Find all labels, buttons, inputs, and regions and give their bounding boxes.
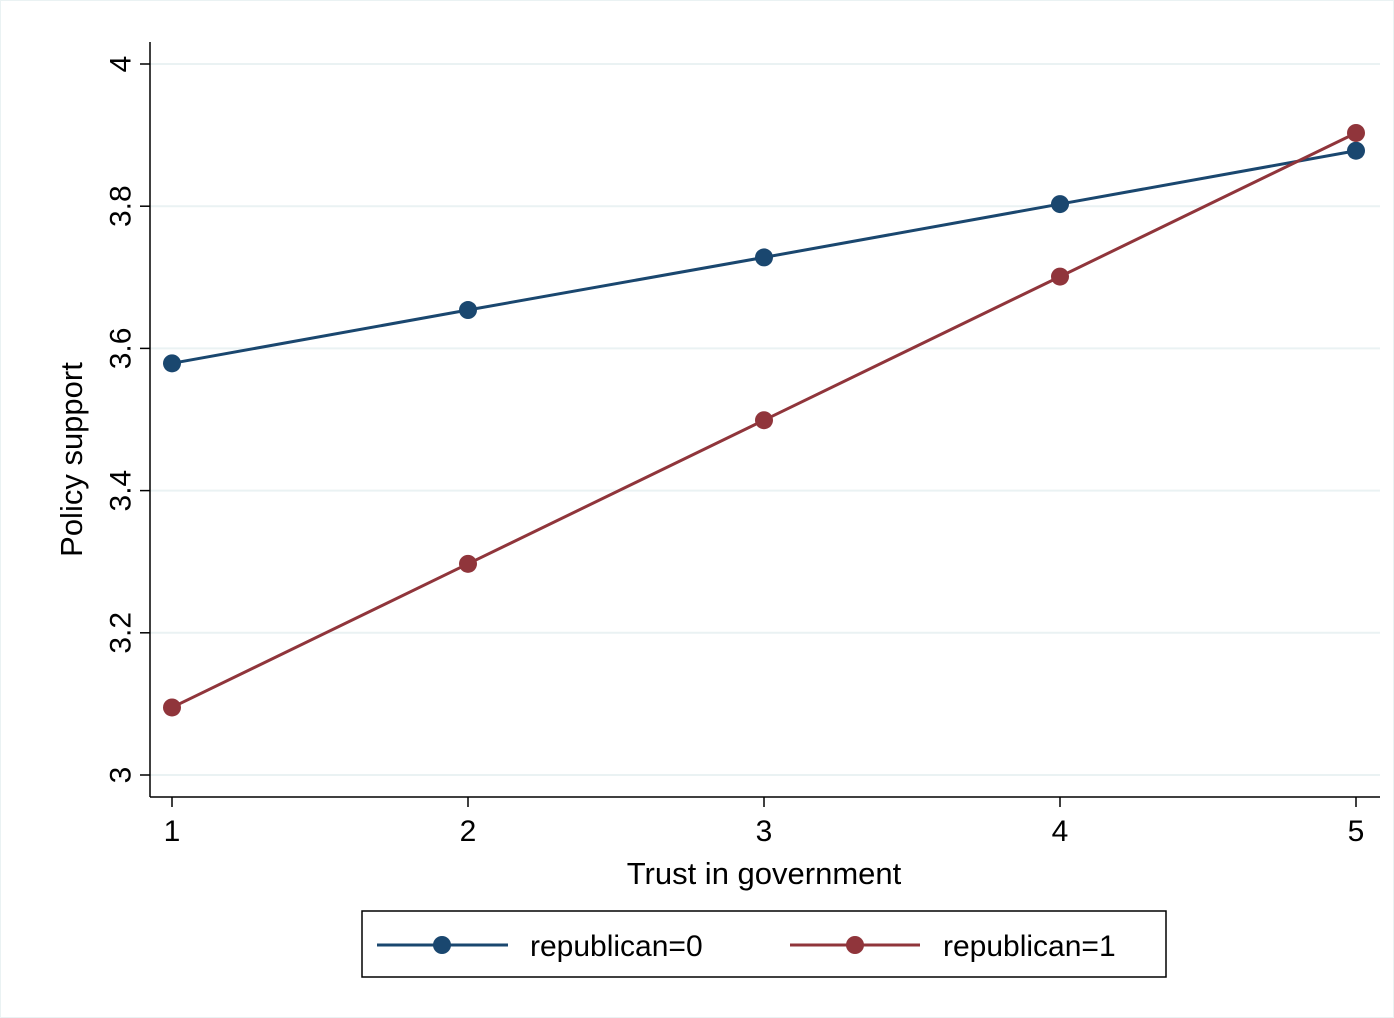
axes: 3 3.2 3.4 3.6 3.8 4 1 2 3 4 5 <box>105 42 1380 848</box>
data-point <box>459 554 477 573</box>
gridlines <box>150 63 1380 776</box>
x-tick-label: 5 <box>1348 815 1365 848</box>
y-axis-title: Policy support <box>54 362 89 557</box>
data-point <box>1347 141 1365 160</box>
data-point <box>1051 267 1069 286</box>
y-tick-label: 3.8 <box>105 185 138 227</box>
data-point <box>459 301 477 320</box>
series-republican=0 <box>163 141 1365 373</box>
legend: republican=0 republican=1 <box>361 910 1167 978</box>
x-tick-label: 1 <box>164 815 181 848</box>
data-point <box>163 698 181 717</box>
data-point <box>755 411 773 430</box>
x-tick-label: 4 <box>1052 815 1069 848</box>
legend-label: republican=1 <box>943 930 1116 963</box>
x-tick-label: 3 <box>756 815 773 848</box>
y-tick-label: 4 <box>105 56 138 73</box>
legend-label: republican=0 <box>530 930 703 963</box>
x-axis-title: Trust in government <box>627 856 902 891</box>
y-tick-label: 3.2 <box>105 612 138 654</box>
series-layer <box>163 123 1365 717</box>
legend-marker <box>846 936 864 954</box>
y-tick-label: 3.6 <box>105 328 138 370</box>
data-point <box>755 248 773 267</box>
y-tick-label: 3.4 <box>105 470 138 512</box>
legend-marker <box>433 936 451 954</box>
data-point <box>163 354 181 373</box>
y-tick-label: 3 <box>105 767 138 784</box>
data-point <box>1051 195 1069 214</box>
data-point <box>1347 123 1365 142</box>
x-tick-label: 2 <box>460 815 477 848</box>
series-republican=1 <box>163 123 1365 717</box>
